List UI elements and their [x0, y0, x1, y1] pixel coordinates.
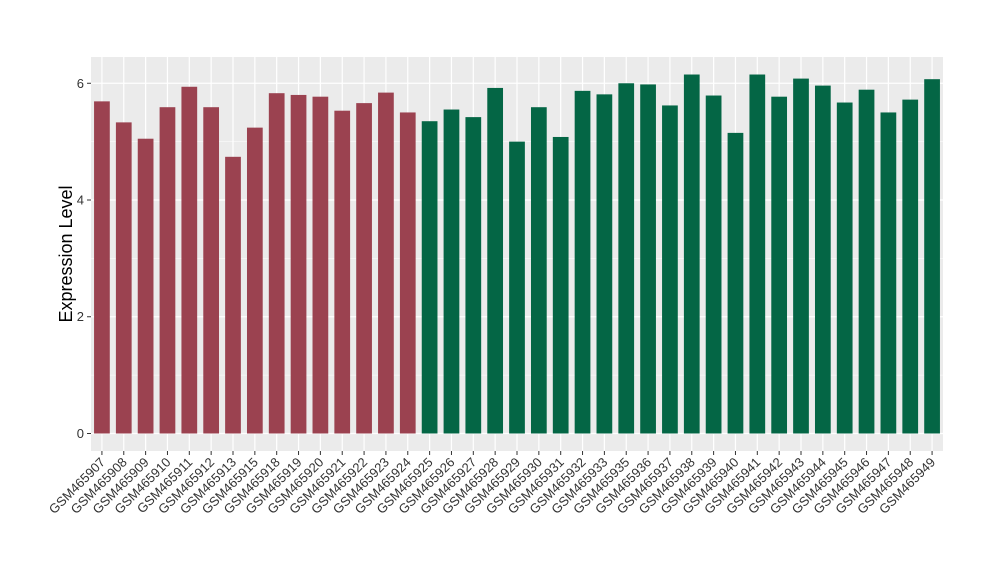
- bar-GSM465941: [749, 74, 766, 434]
- bar-GSM465923: [378, 92, 394, 434]
- bar-GSM465912: [203, 107, 220, 434]
- y-tick-label: 4: [77, 193, 84, 208]
- bar-GSM465915: [246, 127, 263, 434]
- y-axis: 0 2 4 6: [77, 76, 91, 441]
- bar-GSM465938: [683, 74, 700, 434]
- bar-GSM465911: [181, 86, 198, 434]
- bar-GSM465931: [552, 136, 569, 434]
- bar-GSM465927: [465, 117, 482, 434]
- bar-GSM465948: [902, 99, 919, 434]
- bar-GSM465913: [225, 156, 241, 434]
- bar-GSM465929: [509, 141, 525, 434]
- bar-GSM465949: [924, 79, 940, 434]
- bar-GSM465918: [268, 93, 285, 434]
- bar-GSM465922: [356, 103, 372, 434]
- bar-GSM465933: [596, 94, 613, 434]
- x-axis: GSM465907GSM465908GSM465909GSM465910GSM4…: [46, 451, 938, 517]
- bar-GSM465940: [727, 132, 744, 434]
- bar-GSM465926: [443, 109, 460, 434]
- bar-GSM465946: [858, 89, 875, 434]
- bar-GSM465935: [618, 83, 635, 434]
- bar-GSM465944: [814, 85, 831, 434]
- bars-layer: [94, 74, 940, 434]
- bar-GSM465909: [137, 138, 154, 434]
- y-tick-label: 2: [77, 309, 84, 324]
- bar-GSM465947: [880, 112, 897, 434]
- bar-GSM465930: [530, 107, 547, 434]
- bar-GSM465932: [574, 90, 591, 434]
- bar-GSM465924: [399, 112, 416, 434]
- bar-GSM465910: [159, 107, 176, 434]
- y-tick-label: 6: [77, 76, 84, 91]
- bar-GSM465928: [487, 87, 504, 434]
- bar-GSM465920: [312, 96, 329, 434]
- y-axis-title: Expression Level: [56, 185, 76, 322]
- bar-GSM465937: [662, 105, 678, 434]
- bar-GSM465907: [94, 101, 110, 434]
- bar-GSM465945: [836, 102, 853, 434]
- bar-GSM465936: [640, 84, 656, 434]
- bar-GSM465939: [705, 95, 722, 434]
- bar-GSM465943: [793, 78, 809, 434]
- bar-GSM465919: [290, 94, 307, 434]
- y-tick-label: 0: [77, 426, 84, 441]
- bar-GSM465908: [115, 122, 132, 434]
- bar-GSM465942: [771, 96, 788, 434]
- bar-GSM465925: [421, 121, 438, 434]
- bar-GSM465921: [334, 110, 351, 434]
